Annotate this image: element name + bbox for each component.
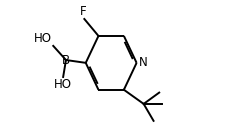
Text: N: N	[138, 56, 147, 69]
Text: HO: HO	[54, 78, 72, 91]
Text: HO: HO	[34, 32, 52, 45]
Text: F: F	[80, 5, 86, 18]
Text: B: B	[62, 54, 70, 67]
